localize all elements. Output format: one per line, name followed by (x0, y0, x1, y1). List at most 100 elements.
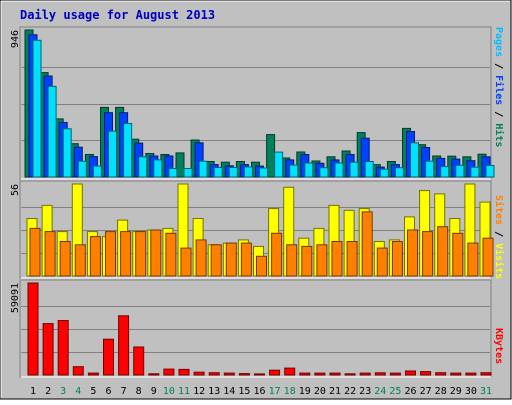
hits-hits-bar (175, 152, 185, 178)
x-tick-label: 6 (105, 386, 111, 397)
kbytes-kbytes-bar (314, 372, 326, 376)
x-axis-day-labels: 1 2 3 4 5 6 7 8 9 10 11 12 13 14 15 16 17 18 19 20 21 22 23 24 2… (30, 386, 492, 397)
hits-pages-bar (259, 167, 268, 178)
hits-pages-bar (62, 128, 72, 178)
kbytes-kbytes-bar (208, 372, 220, 376)
visits-sites-bar (361, 211, 373, 277)
hits-pages-bar (334, 162, 344, 178)
legend-label-part: Files (493, 75, 505, 105)
kbytes-kbytes-bar (148, 373, 160, 376)
kbytes-kbytes-bar (178, 368, 190, 376)
kbytes-kbytes-bar (359, 372, 371, 376)
legend-label-part: Sites (493, 195, 505, 225)
panel-kbytes-legend-label: KBytes (493, 328, 504, 364)
hits-pages-bar (123, 123, 133, 178)
x-tick-label: 23 (359, 386, 371, 397)
hits-pages-bar (77, 160, 87, 178)
hits-pages-bar (425, 160, 435, 178)
kbytes-kbytes-bar (480, 372, 492, 376)
visits-sites-bar (346, 241, 358, 277)
x-tick-label: 13 (208, 386, 220, 397)
hits-pages-bar (274, 151, 284, 178)
kbytes-kbytes-bar (193, 371, 205, 376)
x-tick-label: 31 (480, 386, 492, 397)
hits-pages-bar (47, 85, 57, 178)
visits-sites-bar (376, 247, 388, 277)
visits-sites-bar (256, 255, 267, 277)
visits-sites-bar (437, 226, 449, 277)
kbytes-kbytes-bar (450, 372, 462, 376)
hits-pages-bar (319, 167, 329, 178)
x-tick-label: 12 (193, 386, 205, 397)
x-tick-label: 16 (253, 386, 265, 397)
x-tick-label: 27 (420, 386, 432, 397)
visits-sites-bar (286, 244, 298, 277)
visits-sites-bar (29, 227, 41, 277)
x-tick-label: 5 (90, 386, 96, 397)
panel-visits-ymax-label: 56 (10, 184, 21, 196)
x-tick-label: 3 (60, 386, 66, 397)
visits-sites-bar (391, 241, 403, 277)
panel-kbytes: 59091 KBytes (10, 279, 504, 378)
hits-pages-bar (92, 165, 102, 178)
panel-hits-ymax-label: 946 (10, 30, 21, 48)
kbytes-kbytes-bar (299, 372, 311, 376)
visits-sites-bar (482, 237, 494, 277)
x-tick-label: 4 (75, 386, 81, 397)
x-tick-label: 22 (344, 386, 356, 397)
kbytes-kbytes-bar (87, 372, 99, 376)
x-tick-label: 15 (238, 386, 250, 397)
panel-hits-legend-label: Pages / Files / Hits (493, 27, 505, 147)
x-tick-label: 19 (299, 386, 311, 397)
panel-hits: 946 Pages / Files / Hits (10, 26, 505, 180)
kbytes-kbytes-bar (238, 373, 250, 376)
hits-pages-bar (485, 165, 495, 178)
visits-sites-bar (195, 239, 207, 277)
kbytes-kbytes-bar (344, 373, 356, 376)
x-tick-label: 29 (450, 386, 462, 397)
legend-label-part: / (493, 225, 504, 243)
visits-sites-bar (165, 232, 177, 277)
visits-sites-bar (120, 231, 132, 277)
x-tick-label: 7 (121, 386, 127, 397)
hits-pages-bar (138, 156, 148, 178)
panel-visits-bars (26, 183, 494, 277)
panel-kbytes-gridlines (21, 306, 490, 353)
visits-sites-bar (407, 229, 418, 277)
chart-title: Daily usage for August 2013 (20, 8, 215, 22)
kbytes-kbytes-bar (329, 372, 341, 376)
x-tick-label: 20 (314, 386, 326, 397)
hits-pages-bar (168, 168, 178, 178)
kbytes-kbytes-bar (118, 315, 130, 376)
x-tick-label: 17 (269, 386, 281, 397)
kbytes-kbytes-bar (72, 366, 84, 376)
visits-sites-bar (271, 232, 283, 277)
x-tick-label: 18 (284, 386, 296, 397)
visits-sites-bar (180, 247, 192, 277)
x-tick-label: 2 (45, 386, 51, 397)
kbytes-kbytes-bar (465, 372, 477, 376)
kbytes-kbytes-bar (133, 346, 145, 376)
kbytes-kbytes-bar (420, 371, 432, 376)
kbytes-kbytes-bar (374, 372, 386, 376)
x-tick-label: 8 (136, 386, 142, 397)
x-tick-label: 14 (223, 386, 235, 397)
kbytes-kbytes-bar (405, 370, 416, 376)
x-tick-label: 28 (435, 386, 447, 397)
visits-sites-bar (301, 245, 313, 277)
hits-pages-bar (243, 166, 253, 178)
visits-sites-bar (135, 231, 147, 277)
panel-visits-legend-label: Sites / Visits (493, 195, 505, 279)
hits-pages-bar (304, 162, 314, 178)
legend-label-part: Pages (493, 27, 504, 57)
kbytes-kbytes-bar (27, 282, 39, 376)
hits-pages-bar (213, 167, 223, 178)
x-tick-label: 26 (404, 386, 416, 397)
hits-pages-bar (228, 167, 238, 178)
panel-kbytes-frame (19, 279, 492, 378)
visits-sites-bar (150, 229, 162, 277)
legend-label-part: Hits (493, 123, 505, 147)
visits-sites-bar (240, 242, 252, 277)
x-tick-label: 11 (178, 386, 190, 397)
x-tick-label: 21 (329, 386, 341, 397)
